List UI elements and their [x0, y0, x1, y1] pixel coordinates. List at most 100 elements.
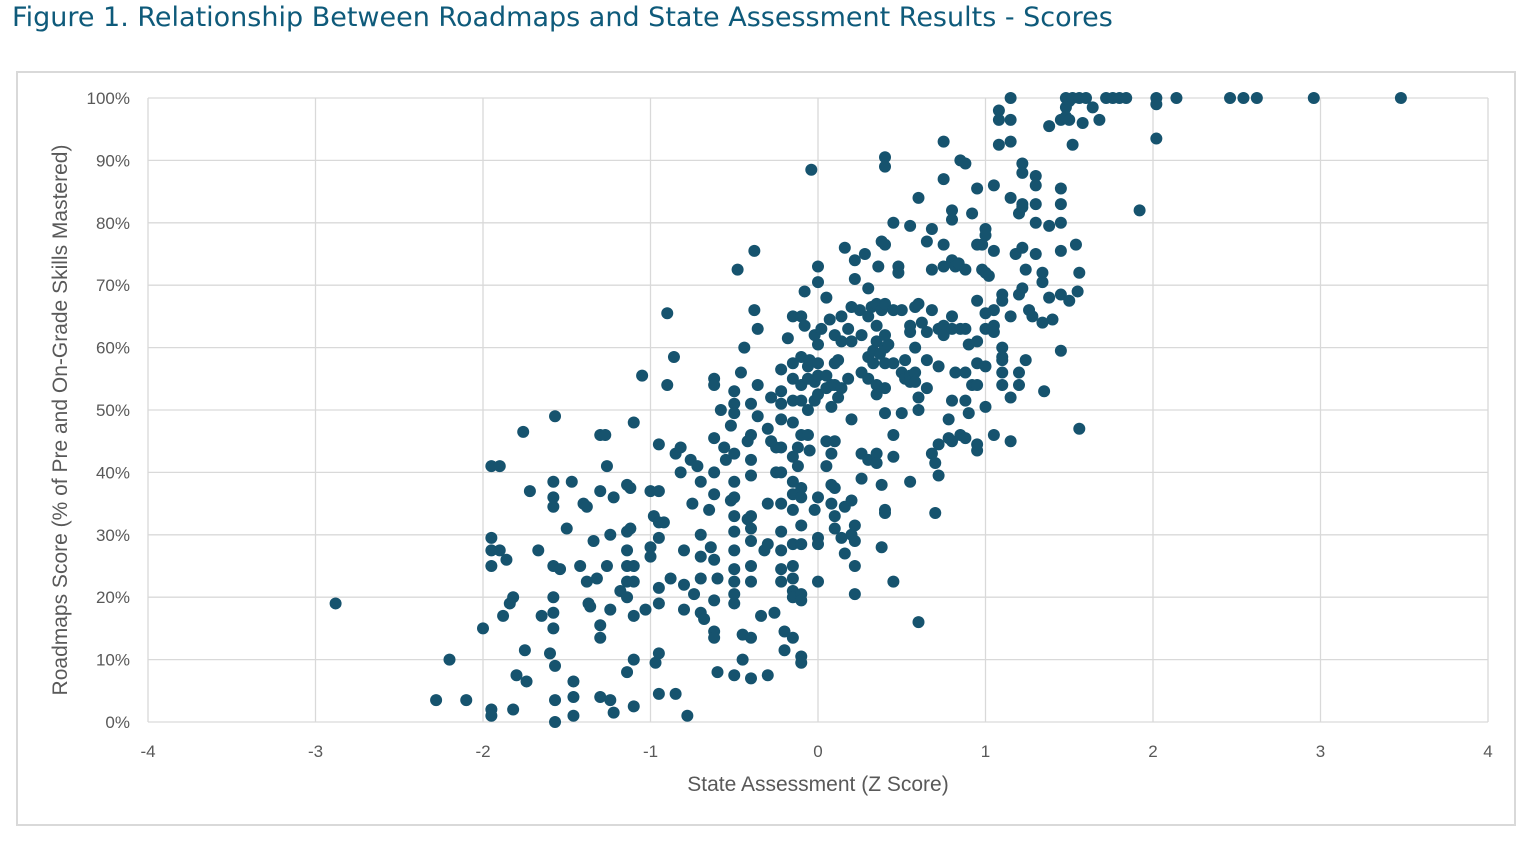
data-point	[510, 669, 523, 682]
data-point	[959, 157, 972, 170]
data-point	[708, 594, 721, 607]
data-point	[728, 385, 741, 398]
data-point	[992, 138, 1005, 151]
data-point	[719, 453, 732, 466]
data-point	[694, 475, 707, 488]
data-point	[1073, 266, 1086, 279]
data-point	[565, 475, 578, 488]
data-point	[678, 544, 690, 557]
data-point	[745, 631, 757, 644]
data-point	[649, 656, 662, 669]
data-point	[485, 560, 498, 572]
x-tick-label: 0	[813, 742, 822, 761]
data-point	[786, 394, 799, 407]
data-point	[775, 497, 788, 510]
chart-frame	[16, 71, 1516, 826]
data-point	[870, 388, 883, 401]
data-point	[604, 694, 617, 707]
data-point	[624, 482, 637, 494]
data-point	[775, 563, 788, 576]
data-point	[547, 606, 560, 619]
data-point	[765, 391, 778, 404]
data-point	[657, 516, 670, 529]
data-point	[1029, 170, 1042, 182]
data-point	[872, 260, 885, 273]
data-point	[674, 466, 687, 479]
data-point	[879, 407, 891, 420]
data-point	[728, 491, 741, 504]
data-point	[987, 428, 1000, 441]
data-point	[835, 382, 848, 395]
data-point	[728, 397, 741, 410]
data-point	[848, 519, 861, 532]
data-point	[1054, 244, 1067, 257]
data-point	[858, 248, 871, 260]
data-point	[879, 382, 891, 395]
data-point	[1036, 276, 1049, 289]
data-point	[497, 609, 510, 622]
data-point	[711, 666, 724, 679]
data-point	[1016, 166, 1029, 179]
data-point	[848, 560, 861, 572]
data-point	[987, 179, 1000, 192]
data-point	[786, 538, 799, 551]
data-point	[661, 307, 674, 320]
data-point	[971, 182, 984, 195]
data-point	[1120, 92, 1133, 104]
data-point	[812, 338, 824, 351]
data-point	[1004, 310, 1017, 323]
data-point	[704, 541, 717, 554]
data-point	[751, 322, 764, 335]
y-tick-label: 60%	[96, 339, 130, 358]
data-point	[812, 491, 824, 504]
data-point	[1019, 354, 1032, 367]
data-point	[920, 354, 933, 367]
data-point	[708, 553, 721, 566]
data-point	[786, 310, 799, 323]
data-point	[996, 341, 1009, 354]
data-point	[828, 522, 841, 535]
data-point	[708, 432, 721, 445]
data-point	[845, 494, 858, 507]
data-point	[728, 407, 741, 420]
data-point	[644, 541, 657, 554]
data-point	[781, 332, 794, 345]
data-point	[775, 525, 788, 538]
data-point	[845, 335, 858, 348]
data-point	[761, 538, 774, 551]
data-point	[1086, 101, 1099, 114]
data-point	[567, 675, 580, 688]
data-point	[507, 703, 520, 716]
data-point	[755, 609, 768, 622]
data-point	[971, 444, 984, 457]
x-tick-label: 2	[1148, 742, 1157, 761]
data-point	[1029, 198, 1042, 211]
data-point	[518, 644, 531, 657]
data-point	[708, 488, 721, 501]
data-point	[996, 379, 1009, 392]
data-point	[798, 285, 811, 298]
data-point	[1016, 157, 1029, 170]
data-point	[652, 485, 665, 498]
data-point	[500, 553, 513, 566]
data-point	[775, 441, 788, 454]
x-tick-label: -3	[308, 742, 323, 761]
data-point	[982, 269, 995, 282]
y-axis-title: Roadmaps Score (% of Pre and On-Grade Sk…	[49, 145, 72, 696]
data-point	[745, 469, 757, 482]
data-point	[987, 326, 1000, 338]
data-point	[748, 304, 761, 317]
data-point	[915, 316, 928, 329]
data-point	[708, 379, 721, 392]
data-point	[607, 491, 620, 504]
data-point	[795, 656, 808, 669]
data-point	[791, 441, 804, 454]
data-point	[1004, 113, 1017, 126]
data-point	[815, 322, 828, 335]
data-point	[828, 435, 841, 448]
data-point	[686, 497, 699, 510]
y-axis-ticks: 0% 10% 20% 30% 40% 50% 60% 70% 80% 90% 100%	[87, 89, 130, 732]
data-point	[786, 503, 799, 516]
data-point	[879, 506, 891, 519]
data-point	[996, 294, 1009, 307]
